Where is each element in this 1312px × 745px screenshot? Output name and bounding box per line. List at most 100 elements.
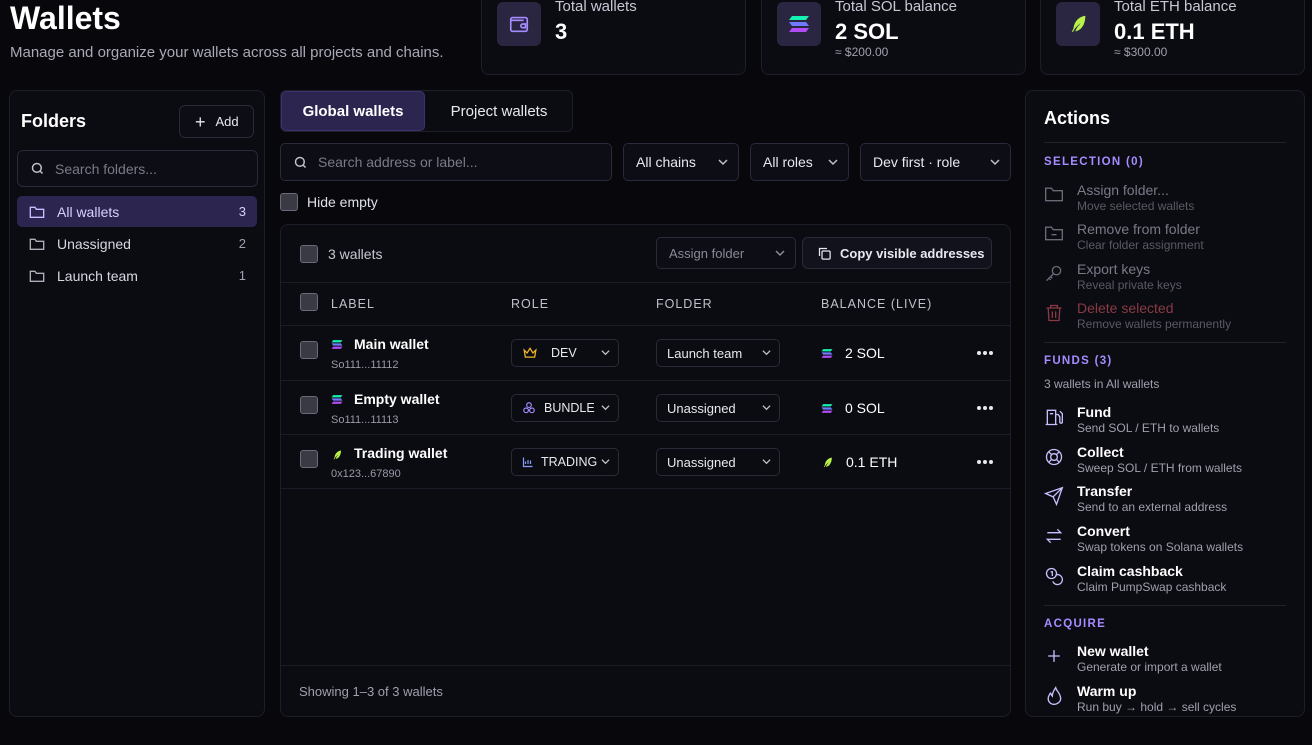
divider <box>281 282 1010 283</box>
remove-from-folder-action[interactable]: Remove from folder Clear folder assignme… <box>1044 221 1289 257</box>
warm-up-action[interactable]: Warm up Run buy → hold → sell cycles <box>1044 683 1289 716</box>
claim-cashback-action[interactable]: Claim cashback Claim PumpSwap cashback <box>1044 563 1289 599</box>
fuel-icon <box>1044 407 1064 427</box>
stat-total-wallets: Total wallets 3 <box>481 0 746 75</box>
page-title: Wallets <box>10 0 121 36</box>
tab-project-wallets[interactable]: Project wallets <box>450 102 548 120</box>
row-checkbox[interactable] <box>300 396 318 414</box>
wallet-address: 0x123...67890 <box>331 468 401 480</box>
chevron-down-icon <box>762 458 771 465</box>
stat-total-eth: Total ETH balance 0.1 ETH ≈ $300.00 <box>1040 0 1305 75</box>
sort-select[interactable]: Dev first · role <box>860 143 1011 181</box>
folders-title: Folders <box>21 111 87 131</box>
wallet-count: 3 wallets <box>328 246 383 262</box>
divider <box>281 665 1010 666</box>
select-all-checkbox[interactable] <box>300 245 318 263</box>
row-checkbox[interactable] <box>300 450 318 468</box>
flame-icon <box>1044 686 1064 706</box>
column-balance: BALANCE (LIVE) <box>821 297 933 311</box>
role-select[interactable]: TRADING <box>511 448 619 476</box>
table-row[interactable]: Empty wallet So111...11113 BUNDLE Unassi… <box>281 380 1010 434</box>
trash-icon <box>1044 303 1064 323</box>
divider <box>1044 142 1286 143</box>
folder-item-all-wallets[interactable]: All wallets 3 <box>17 196 257 227</box>
send-icon <box>1044 486 1064 506</box>
delete-selected-action[interactable]: Delete selected Remove wallets permanent… <box>1044 300 1289 336</box>
chain-filter-select[interactable]: All chains <box>623 143 739 181</box>
chevron-down-icon <box>762 404 771 411</box>
row-checkbox[interactable] <box>300 341 318 359</box>
folder-icon <box>29 269 45 283</box>
more-options-icon[interactable] <box>977 406 993 410</box>
table-row[interactable]: Main wallet So111...11112 DEV Launch tea… <box>281 325 1010 379</box>
assign-folder-select[interactable]: Assign folder <box>656 237 796 269</box>
stat-value: 3 <box>555 19 568 44</box>
stat-value: 2 SOL <box>835 19 899 44</box>
column-label: LABEL <box>331 297 375 311</box>
bundle-icon <box>522 401 536 415</box>
more-options-icon[interactable] <box>977 460 993 464</box>
solana-icon <box>777 2 821 46</box>
role-select[interactable]: BUNDLE <box>511 394 619 422</box>
role-filter-select[interactable]: All roles <box>750 143 849 181</box>
assign-folder-action[interactable]: Assign folder... Move selected wallets <box>1044 182 1289 218</box>
add-folder-button[interactable]: + Add <box>179 105 254 138</box>
stat-value: 0.1 ETH <box>1114 19 1195 44</box>
stat-usd: ≈ $300.00 <box>1114 45 1168 59</box>
folder-select[interactable]: Unassigned <box>656 448 780 476</box>
funds-subtitle: 3 wallets in All wallets <box>1044 377 1160 391</box>
funds-header: FUNDS (3) <box>1044 355 1113 367</box>
collect-action[interactable]: Collect Sweep SOL / ETH from wallets <box>1044 444 1289 480</box>
divider <box>1044 605 1286 606</box>
crown-icon <box>523 347 537 359</box>
chevron-down-icon <box>601 349 610 356</box>
chevron-down-icon <box>718 158 728 166</box>
transfer-action[interactable]: Transfer Send to an external address <box>1044 483 1289 519</box>
wallet-balance: 0 SOL <box>821 394 885 422</box>
page-subtitle: Manage and organize your wallets across … <box>10 44 444 61</box>
chart-icon <box>522 456 534 468</box>
stat-total-sol: Total SOL balance 2 SOL ≈ $200.00 <box>761 0 1026 75</box>
stat-usd: ≈ $200.00 <box>835 45 889 59</box>
key-icon <box>1044 264 1064 284</box>
selection-header: SELECTION (0) <box>1044 156 1144 168</box>
solana-icon <box>821 403 845 414</box>
tab-global-wallets[interactable]: Global wallets <box>281 91 425 131</box>
wallet-name: Trading wallet <box>354 445 448 461</box>
folder-select[interactable]: Unassigned <box>656 394 780 422</box>
folder-item-launch-team[interactable]: Launch team 1 <box>17 260 257 291</box>
wallet-tabs: Global wallets Project wallets <box>280 90 573 132</box>
convert-action[interactable]: Convert Swap tokens on Solana wallets <box>1044 523 1289 559</box>
stat-label: Total SOL balance <box>835 0 958 15</box>
stat-label: Total wallets <box>555 0 637 15</box>
role-select[interactable]: DEV <box>511 339 619 367</box>
acquire-header: ACQUIRE <box>1044 618 1107 630</box>
chevron-down-icon <box>775 249 785 257</box>
chevron-down-icon <box>828 158 838 166</box>
wallet-balance: 2 SOL <box>821 339 885 367</box>
folder-item-unassigned[interactable]: Unassigned 2 <box>17 228 257 259</box>
export-keys-action[interactable]: Export keys Reveal private keys <box>1044 261 1289 297</box>
folder-minus-icon <box>1044 224 1064 242</box>
more-options-icon[interactable] <box>977 351 993 355</box>
solana-icon <box>821 348 845 359</box>
folders-panel: Folders + Add Search folders... All wall… <box>9 90 265 717</box>
wallet-address: So111...11113 <box>331 414 399 426</box>
column-role: ROLE <box>511 297 550 311</box>
hide-empty-label: Hide empty <box>307 194 378 210</box>
copy-addresses-button[interactable]: Copy visible addresses <box>802 237 992 269</box>
table-row[interactable]: Trading wallet 0x123...67890 TRADING Una… <box>281 434 1010 489</box>
folder-select[interactable]: Launch team <box>656 339 780 367</box>
actions-title: Actions <box>1044 108 1111 128</box>
new-wallet-action[interactable]: New wallet Generate or import a wallet <box>1044 643 1289 679</box>
wallet-name: Main wallet <box>354 336 429 352</box>
folder-search-input[interactable]: Search folders... <box>17 150 258 187</box>
fund-action[interactable]: Fund Send SOL / ETH to wallets <box>1044 404 1289 440</box>
header-checkbox[interactable] <box>300 293 318 311</box>
wallet-search-input[interactable]: Search address or label... <box>280 143 612 181</box>
search-icon <box>30 161 45 176</box>
hide-empty-checkbox[interactable] <box>280 193 298 211</box>
chevron-down-icon <box>762 349 771 356</box>
divider <box>1044 342 1286 343</box>
search-icon <box>293 155 308 170</box>
